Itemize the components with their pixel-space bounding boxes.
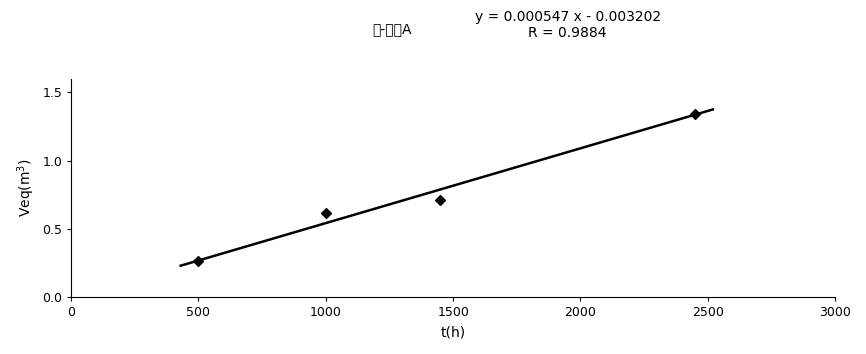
X-axis label: t(h): t(h)	[441, 325, 466, 339]
Y-axis label: Veq(m$^3$): Veq(m$^3$)	[15, 159, 36, 217]
Point	[191, 258, 205, 263]
Text: y = 0.000547 x - 0.003202
R = 0.9884: y = 0.000547 x - 0.003202 R = 0.9884	[475, 10, 661, 40]
Point	[434, 198, 448, 203]
Point	[688, 112, 702, 117]
Text: 萌-住宅A: 萌-住宅A	[372, 22, 411, 36]
Point	[319, 210, 333, 216]
